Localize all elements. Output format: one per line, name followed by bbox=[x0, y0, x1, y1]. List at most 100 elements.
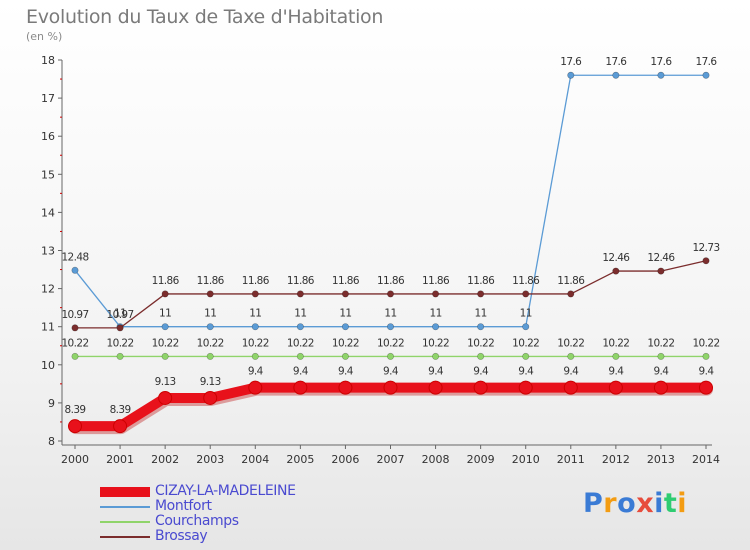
data-label-brossay: 10.97 bbox=[107, 309, 134, 321]
data-point-courchamps bbox=[612, 352, 620, 360]
y-tick-label: 8 bbox=[48, 435, 55, 448]
data-point-courchamps bbox=[206, 352, 214, 360]
data-point-courchamps bbox=[296, 352, 304, 360]
data-label-cizay-la-madeleine: 9.4 bbox=[608, 366, 624, 378]
legend-label: Montfort bbox=[155, 498, 212, 514]
data-label-cizay-la-madeleine: 8.39 bbox=[65, 404, 86, 416]
data-point-courchamps bbox=[251, 352, 259, 360]
data-label-brossay: 11.86 bbox=[377, 275, 405, 287]
data-point-cizay-la-madeleine bbox=[518, 380, 533, 395]
chart-legend: CIZAY-LA-MADELEINE Montfort Courchamps Bros… bbox=[100, 484, 330, 544]
data-label-montfort: 17.6 bbox=[650, 56, 672, 68]
data-label-montfort: 12.48 bbox=[61, 251, 88, 263]
logo-letter: r bbox=[603, 488, 618, 519]
data-point-courchamps bbox=[432, 352, 440, 360]
data-point-montfort bbox=[386, 323, 394, 331]
data-label-courchamps: 10.22 bbox=[467, 337, 494, 349]
data-point-brossay bbox=[206, 290, 214, 298]
logo-letter: i bbox=[654, 488, 664, 519]
data-point-courchamps bbox=[116, 352, 124, 360]
data-label-courchamps: 10.22 bbox=[107, 337, 134, 349]
data-point-montfort bbox=[702, 71, 710, 79]
data-label-cizay-la-madeleine: 9.4 bbox=[563, 366, 579, 378]
data-label-cizay-la-madeleine: 9.4 bbox=[428, 366, 444, 378]
data-point-brossay bbox=[702, 257, 710, 265]
data-label-brossay: 12.46 bbox=[602, 252, 630, 264]
x-tick-label: 2009 bbox=[467, 453, 495, 466]
chart-unit-label: (en %) bbox=[26, 30, 63, 43]
data-label-brossay: 11.86 bbox=[152, 275, 180, 287]
data-label-cizay-la-madeleine: 9.4 bbox=[293, 366, 309, 378]
data-label-courchamps: 10.22 bbox=[377, 337, 404, 349]
data-label-montfort: 17.6 bbox=[605, 56, 627, 68]
legend-item: Courchamps bbox=[100, 514, 330, 529]
data-point-brossay bbox=[612, 267, 620, 275]
x-tick-label: 2008 bbox=[422, 453, 450, 466]
data-label-courchamps: 10.22 bbox=[422, 337, 449, 349]
data-point-cizay-la-madeleine bbox=[113, 419, 128, 434]
data-point-courchamps bbox=[161, 352, 169, 360]
data-point-courchamps bbox=[71, 352, 79, 360]
data-label-montfort: 17.6 bbox=[696, 56, 718, 68]
x-tick-label: 2012 bbox=[602, 453, 630, 466]
data-label-brossay: 10.97 bbox=[61, 309, 88, 321]
data-label-cizay-la-madeleine: 9.4 bbox=[383, 366, 399, 378]
data-point-montfort bbox=[567, 71, 575, 79]
data-label-brossay: 11.86 bbox=[332, 275, 360, 287]
data-point-courchamps bbox=[702, 352, 710, 360]
legend-item: CIZAY-LA-MADELEINE bbox=[100, 484, 330, 499]
data-label-cizay-la-madeleine: 9.4 bbox=[518, 366, 534, 378]
x-tick-label: 2014 bbox=[692, 453, 720, 466]
y-tick-label: 10 bbox=[41, 359, 55, 372]
data-label-courchamps: 10.22 bbox=[647, 337, 674, 349]
data-point-cizay-la-madeleine bbox=[203, 390, 218, 405]
data-point-cizay-la-madeleine bbox=[158, 390, 173, 405]
data-point-cizay-la-madeleine bbox=[248, 380, 263, 395]
data-point-brossay bbox=[251, 290, 259, 298]
data-point-montfort bbox=[432, 323, 440, 331]
data-point-brossay bbox=[522, 290, 530, 298]
data-label-montfort: 11 bbox=[249, 308, 261, 320]
data-label-brossay: 11.86 bbox=[512, 275, 540, 287]
data-point-cizay-la-madeleine bbox=[473, 380, 488, 395]
data-point-brossay bbox=[432, 290, 440, 298]
data-point-cizay-la-madeleine bbox=[68, 419, 82, 434]
series-line-montfort bbox=[74, 74, 706, 328]
x-tick-label: 2001 bbox=[106, 453, 134, 466]
data-label-cizay-la-madeleine: 9.4 bbox=[338, 366, 354, 378]
data-label-courchamps: 10.22 bbox=[242, 337, 269, 349]
logo-letter: x bbox=[636, 488, 655, 519]
data-label-brossay: 12.46 bbox=[647, 252, 675, 264]
data-point-brossay bbox=[116, 324, 124, 332]
data-label-brossay: 11.86 bbox=[422, 275, 450, 287]
chart-title: Evolution du Taux de Taxe d'Habitation bbox=[26, 6, 384, 28]
proxiti-logo: Proxiti bbox=[583, 488, 687, 519]
data-point-montfort bbox=[612, 71, 620, 79]
data-point-brossay bbox=[386, 290, 394, 298]
data-point-courchamps bbox=[386, 352, 394, 360]
data-label-cizay-la-madeleine: 9.4 bbox=[699, 366, 715, 378]
data-point-montfort bbox=[477, 323, 485, 331]
legend-swatch bbox=[100, 536, 150, 538]
data-point-courchamps bbox=[522, 352, 530, 360]
x-tick-label: 2002 bbox=[151, 453, 179, 466]
logo-letter: P bbox=[583, 488, 604, 519]
data-point-brossay bbox=[161, 290, 169, 298]
data-label-brossay: 11.86 bbox=[197, 275, 225, 287]
data-point-montfort bbox=[341, 323, 349, 331]
x-tick-label: 2011 bbox=[557, 453, 585, 466]
data-label-courchamps: 10.22 bbox=[152, 337, 179, 349]
y-tick-label: 12 bbox=[41, 283, 55, 296]
data-point-montfort bbox=[71, 266, 79, 274]
y-tick-label: 16 bbox=[41, 130, 55, 143]
data-point-cizay-la-madeleine bbox=[563, 380, 578, 395]
data-label-brossay: 12.73 bbox=[692, 242, 719, 254]
data-label-montfort: 11 bbox=[475, 308, 487, 320]
data-label-brossay: 11.86 bbox=[242, 275, 270, 287]
data-label-courchamps: 10.22 bbox=[197, 337, 224, 349]
x-tick-label: 2004 bbox=[241, 453, 269, 466]
data-label-montfort: 11 bbox=[339, 308, 351, 320]
legend-swatch bbox=[100, 521, 150, 523]
data-label-cizay-la-madeleine: 9.13 bbox=[155, 376, 176, 388]
